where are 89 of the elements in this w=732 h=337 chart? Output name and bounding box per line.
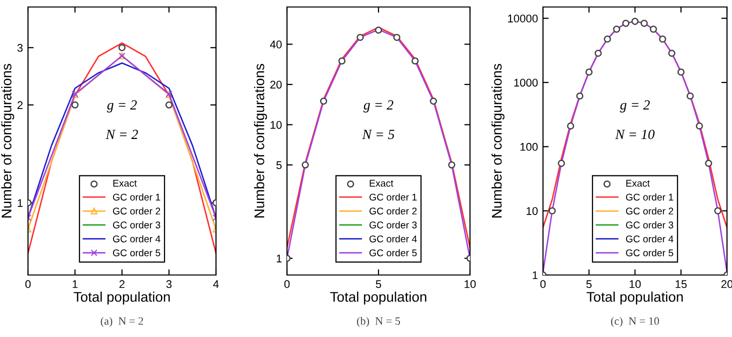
y-tick-label: 1 [276, 254, 282, 262]
y-tick-label: 1 [532, 271, 538, 280]
legend-label: GC order 2 [113, 207, 160, 215]
point [576, 92, 584, 100]
y-tick-label: 1000 [514, 78, 538, 87]
point [165, 101, 173, 108]
legend-label: GC order 4 [113, 235, 160, 242]
y-tick-label: 10000 [508, 14, 538, 22]
y-axis-title: Number of configurations [254, 64, 268, 218]
point [430, 98, 437, 105]
legend-label: GC order 4 [626, 235, 674, 242]
x-tick-label: 4 [213, 280, 219, 288]
point [302, 161, 309, 168]
x-tick-label: 10 [464, 280, 476, 288]
point [714, 207, 722, 214]
x-tick-label: 5 [376, 280, 382, 288]
y-tick-label: 40 [270, 40, 282, 48]
point [622, 20, 630, 27]
point [567, 122, 574, 130]
point [650, 26, 657, 33]
x-tick-label: 2 [119, 280, 125, 288]
text: (a) N = 2 [100, 316, 144, 328]
point [686, 92, 694, 100]
legend-label: GC order 5 [626, 249, 674, 256]
point [705, 160, 712, 167]
point [668, 50, 676, 57]
legend-label: Exact [113, 180, 137, 187]
legend-label: GC order 3 [113, 221, 160, 228]
point [320, 98, 328, 105]
legend-label: GC order 2 [626, 207, 674, 215]
point [585, 68, 593, 76]
point [374, 26, 382, 34]
legend-label: GC order 3 [626, 221, 674, 228]
y-tick-label: 10 [526, 207, 538, 215]
point [393, 34, 400, 41]
legend-label: GC order 2 [370, 207, 417, 215]
point [696, 122, 703, 130]
x-tick-label: 5 [586, 280, 592, 288]
legend-label: GC order 3 [370, 221, 417, 228]
point [640, 20, 648, 27]
y-tick-label: 1 [18, 199, 23, 207]
annotation: N = 2 [106, 130, 138, 139]
x-tick-label: 0 [284, 280, 290, 288]
point [558, 160, 565, 167]
x-tick-label: 0 [540, 280, 546, 288]
x-axis-title: Total population [586, 292, 683, 305]
legend-label: GC order 5 [113, 249, 160, 256]
y-tick-label: 100 [520, 142, 538, 151]
text: (c) N = 10 [611, 316, 659, 328]
point [631, 18, 639, 25]
annotation: g = 2 [106, 100, 137, 112]
point [412, 57, 419, 65]
y-tick-label: 3 [17, 44, 23, 52]
y-tick-label: 5 [276, 161, 282, 170]
point [548, 207, 556, 214]
legend-label: GC order 1 [370, 193, 417, 201]
legend-label: GC order 4 [370, 235, 417, 242]
point [118, 44, 126, 52]
x-tick-label: 1 [72, 280, 78, 288]
x-axis-title: Total population [330, 292, 426, 305]
point [613, 26, 620, 33]
point [448, 161, 456, 168]
annotation: g = 2 [620, 100, 650, 112]
y-tick-label: 2 [18, 101, 23, 109]
legend-label: GC order 1 [626, 193, 674, 201]
legend-label: Exact [626, 180, 650, 187]
y-tick-label: 10 [270, 120, 282, 129]
text: (b) N = 5 [357, 316, 400, 328]
x-tick-label: 0 [25, 280, 31, 288]
x-tick-label: 10 [630, 280, 641, 288]
annotation: N = 5 [362, 130, 394, 140]
point [604, 36, 611, 43]
point [71, 101, 79, 108]
point [659, 36, 666, 43]
legend-label: Exact [370, 180, 394, 187]
legend-label: GC order 5 [370, 249, 417, 256]
x-tick-label: 3 [166, 280, 172, 288]
x-tick-label: 15 [676, 280, 687, 288]
point [677, 68, 685, 76]
legend-label: GC order 1 [113, 193, 160, 201]
point [356, 34, 364, 41]
y-axis-title: Number of configurations [492, 64, 504, 218]
x-axis-title: Total population [74, 292, 170, 305]
annotation: N = 10 [615, 130, 655, 140]
y-axis-title: Number of configurations [1, 64, 14, 218]
y-tick-label: 20 [270, 80, 282, 89]
annotation: g = 2 [363, 100, 394, 112]
point [594, 50, 602, 57]
point [338, 57, 346, 65]
